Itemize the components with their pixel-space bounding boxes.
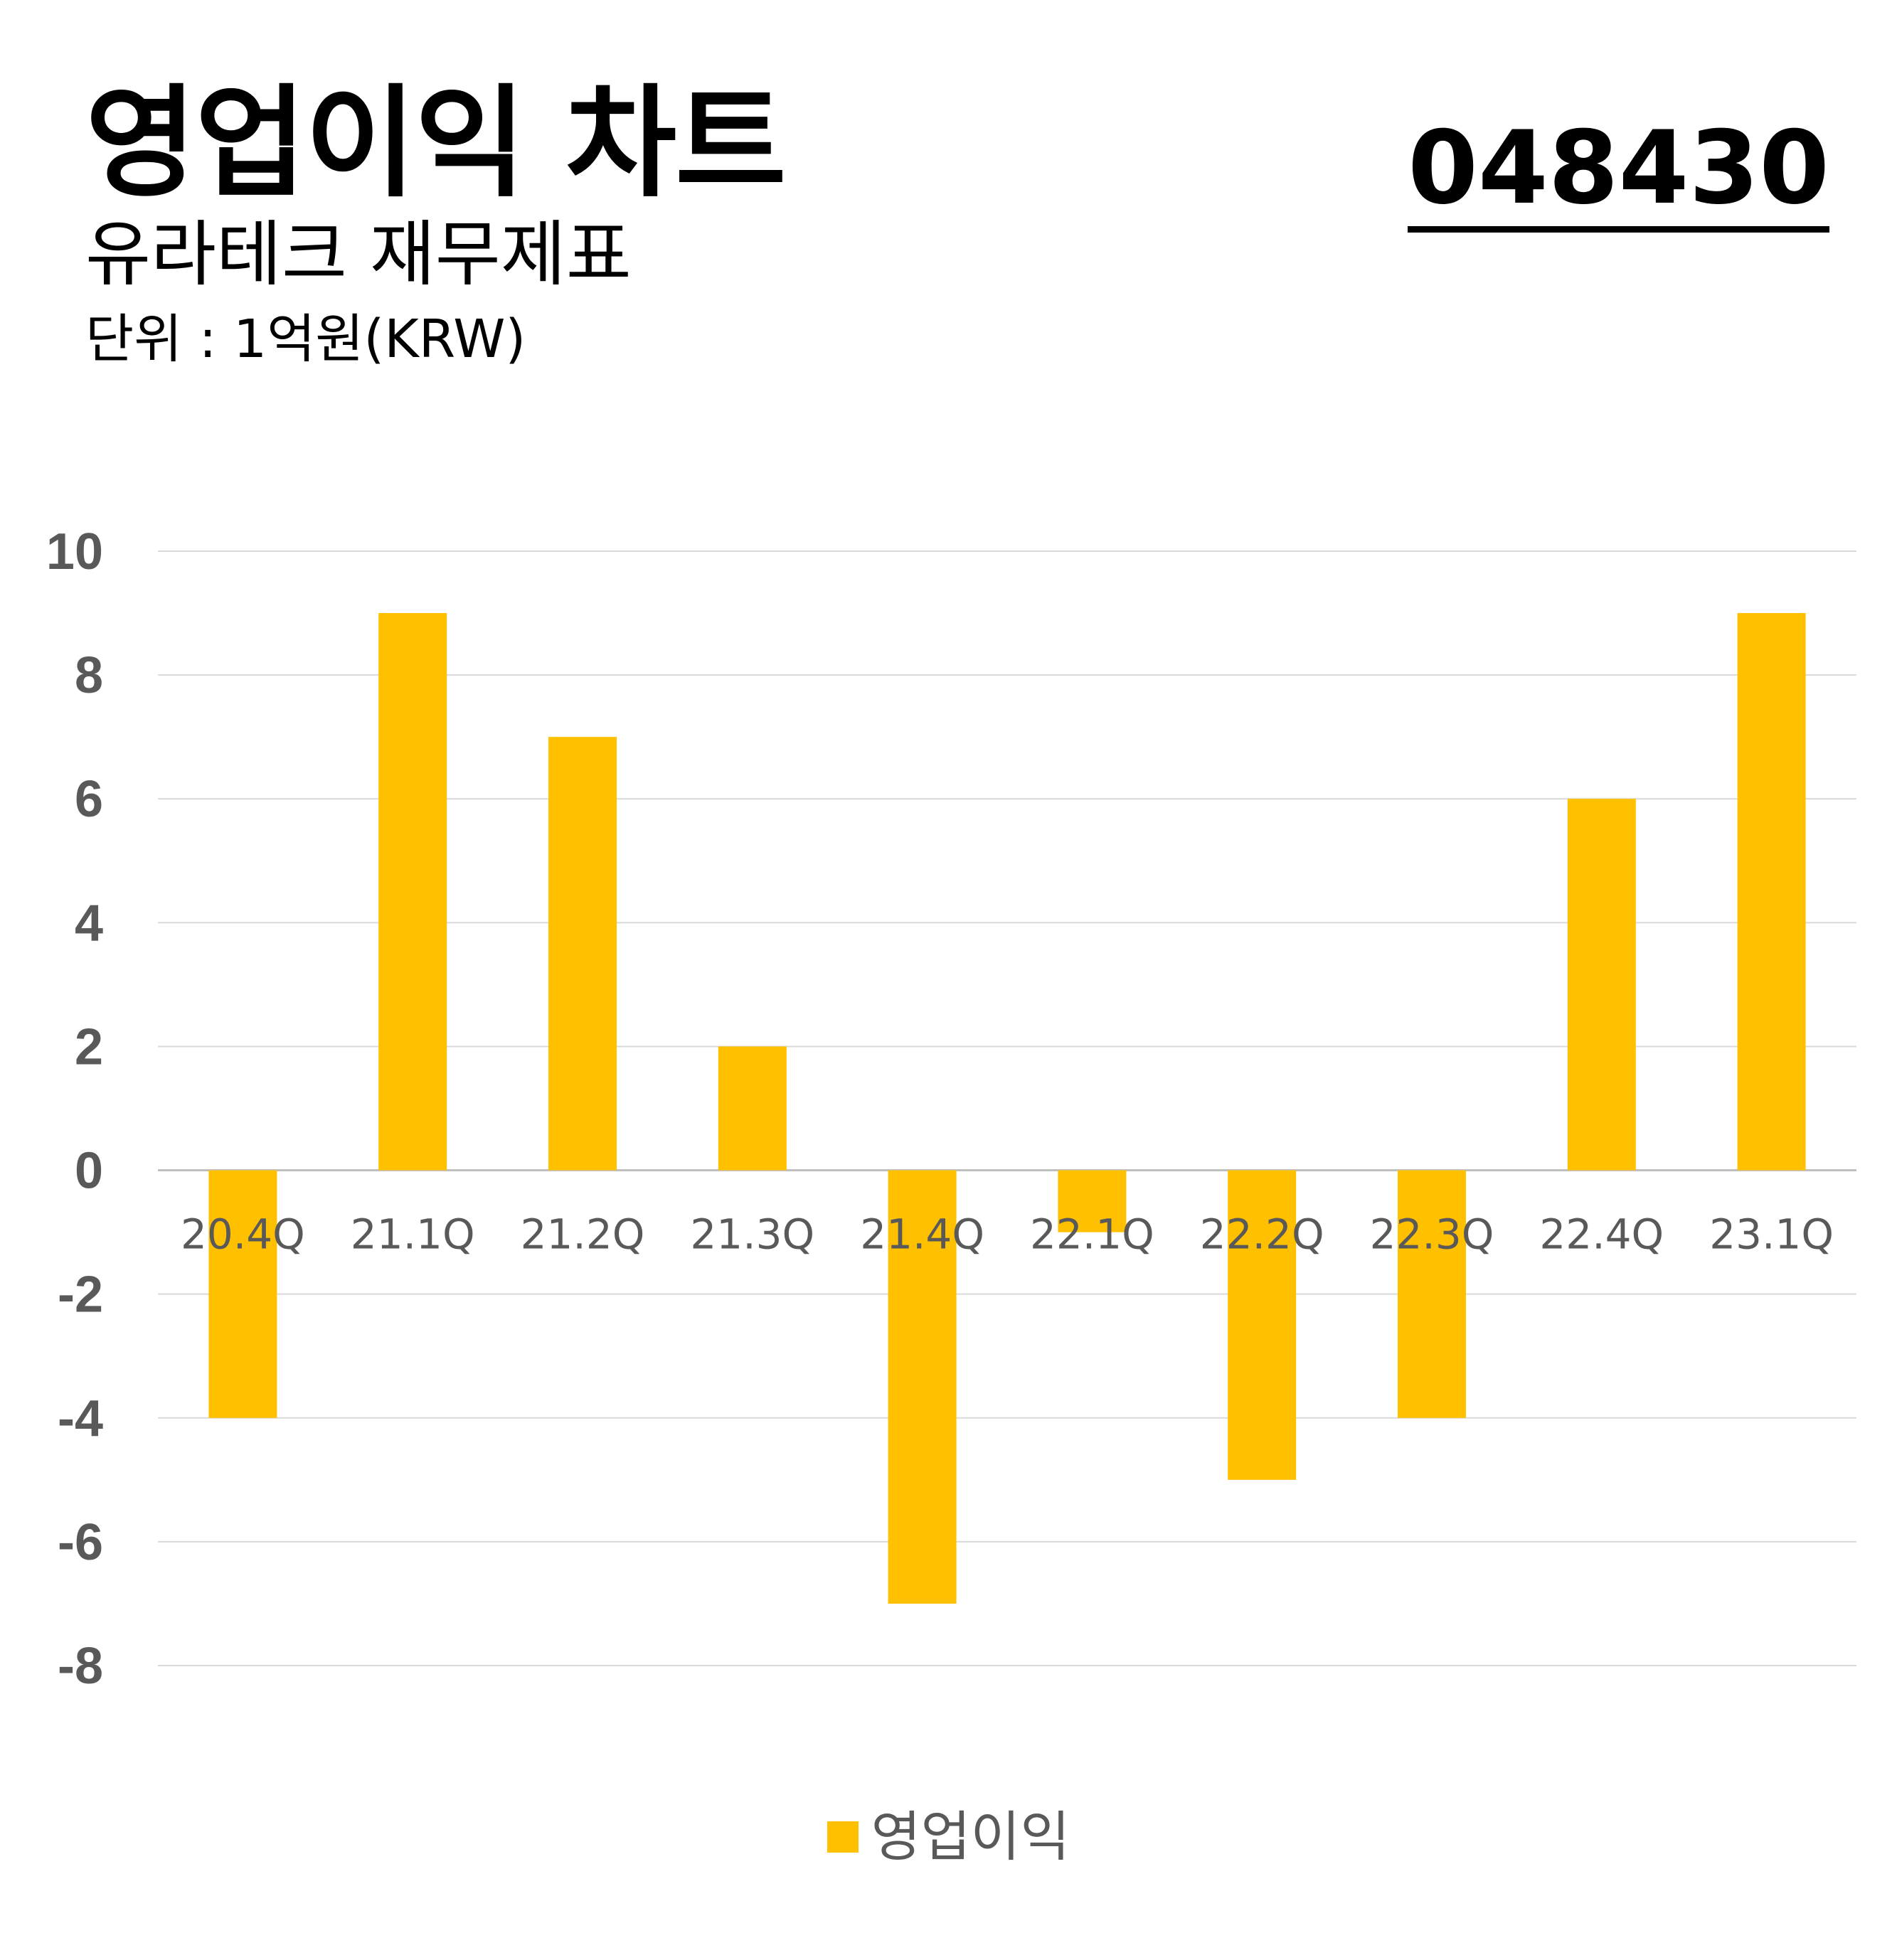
y-tick-label: 6 bbox=[75, 771, 103, 828]
y-tick-label: 2 bbox=[75, 1018, 103, 1075]
bar-23.1Q bbox=[1737, 613, 1806, 1171]
y-tick-label: 8 bbox=[75, 647, 103, 704]
bar-21.1Q bbox=[378, 613, 447, 1171]
y-tick-label: -8 bbox=[58, 1638, 103, 1695]
x-tick-label: 22.2Q bbox=[1200, 1210, 1324, 1259]
bar-22.3Q bbox=[1398, 1170, 1466, 1418]
bar-22.1Q bbox=[1058, 1170, 1127, 1232]
bar-21.2Q bbox=[548, 737, 617, 1171]
x-tick-label: 22.3Q bbox=[1370, 1210, 1494, 1259]
x-tick-label: 21.2Q bbox=[521, 1210, 645, 1259]
y-tick-label: 10 bbox=[46, 523, 103, 580]
y-tick-label: -2 bbox=[58, 1267, 103, 1323]
y-tick-label: -6 bbox=[58, 1514, 103, 1571]
x-tick-label: 20.4Q bbox=[181, 1210, 305, 1259]
x-axis-ticks: 20.4Q 21.1Q 21.2Q 21.3Q 21.4Q 22.1Q 22.2Q 22.3Q… bbox=[181, 1210, 1834, 1259]
legend-label: 영업이익 bbox=[871, 1805, 1070, 1868]
y-tick-label: 0 bbox=[75, 1143, 103, 1200]
x-tick-label: 21.3Q bbox=[690, 1210, 814, 1259]
x-tick-label: 22.4Q bbox=[1539, 1210, 1664, 1259]
legend: 영업이익 bbox=[0, 1810, 1897, 1864]
chart-subtitle: 유라테크 재무제표 bbox=[85, 213, 632, 296]
bar-21.3Q bbox=[718, 1046, 787, 1171]
y-tick-label: 4 bbox=[75, 895, 103, 952]
unit-label: 단위 : 1억원(KRW) bbox=[85, 309, 526, 370]
x-tick-label: 22.1Q bbox=[1030, 1210, 1154, 1259]
bars bbox=[208, 613, 1806, 1604]
y-axis-ticks: 10 8 6 4 2 0 -2 -4 -6 -8 bbox=[46, 523, 103, 1695]
y-tick-label: -4 bbox=[58, 1390, 103, 1447]
legend-swatch bbox=[827, 1821, 859, 1853]
bar-22.4Q bbox=[1567, 799, 1636, 1171]
x-tick-label: 21.4Q bbox=[860, 1210, 984, 1259]
bar-20.4Q bbox=[208, 1170, 277, 1418]
stock-ticker: 048430 bbox=[1408, 110, 1829, 233]
bar-22.2Q bbox=[1228, 1170, 1297, 1480]
x-tick-label: 23.1Q bbox=[1709, 1210, 1834, 1259]
chart-title: 영업이익 차트 bbox=[85, 73, 787, 214]
x-tick-label: 21.1Q bbox=[351, 1210, 475, 1259]
bar-21.4Q bbox=[888, 1170, 957, 1604]
